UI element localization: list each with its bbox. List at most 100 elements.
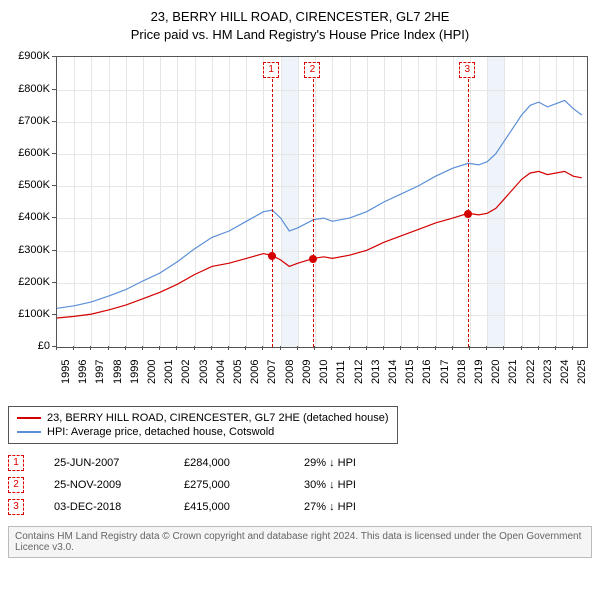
xtick-label: 2000 [146, 360, 158, 384]
xtick-mark [521, 346, 522, 350]
xtick-mark [366, 346, 367, 350]
xtick-mark [349, 346, 350, 350]
xtick-label: 2008 [284, 360, 296, 384]
xtick-mark [142, 346, 143, 350]
xtick-mark [538, 346, 539, 350]
event-line [272, 79, 273, 347]
xtick-label: 2025 [576, 360, 588, 384]
event-marker-3: 3 [459, 62, 475, 78]
event-marker-box: 3 [8, 499, 24, 515]
legend-item: 23, BERRY HILL ROAD, CIRENCESTER, GL7 2H… [17, 411, 389, 425]
xtick-label: 2009 [301, 360, 313, 384]
xtick-mark [211, 346, 212, 350]
ytick-label: £700K [8, 115, 50, 127]
event-marker-2: 2 [304, 62, 320, 78]
xtick-label: 1998 [112, 360, 124, 384]
xtick-label: 2011 [335, 361, 347, 385]
title-line-2: Price paid vs. HM Land Registry's House … [8, 26, 592, 44]
xtick-mark [228, 346, 229, 350]
xtick-label: 2012 [353, 360, 365, 384]
xtick-label: 2023 [542, 360, 554, 384]
xtick-mark [90, 346, 91, 350]
ytick-label: £900K [8, 50, 50, 62]
xtick-mark [331, 346, 332, 350]
event-date: 03-DEC-2018 [54, 501, 154, 513]
title-line-1: 23, BERRY HILL ROAD, CIRENCESTER, GL7 2H… [8, 8, 592, 26]
ytick-label: £100K [8, 308, 50, 320]
xtick-label: 2019 [473, 360, 485, 384]
xtick-label: 2022 [525, 360, 537, 384]
event-line [468, 79, 469, 347]
ytick-mark [52, 153, 56, 154]
xtick-label: 1996 [77, 360, 89, 384]
event-row: 225-NOV-2009£275,00030% ↓ HPI [8, 474, 592, 496]
xtick-label: 2005 [232, 360, 244, 384]
legend-swatch [17, 417, 41, 419]
event-price: £275,000 [184, 479, 274, 491]
xtick-label: 2006 [249, 360, 261, 384]
xtick-mark [297, 346, 298, 350]
event-table: 1 25-JUN-2007 £284,000 29% ↓ HPI 2 25-NOV-200… [8, 452, 592, 518]
xtick-label: 2014 [387, 360, 399, 384]
xtick-label: 1995 [60, 360, 72, 384]
xtick-mark [417, 346, 418, 350]
event-row: 3 03-DEC-2018 £415,000 27% ↓ HPI [8, 496, 592, 518]
ytick-mark [52, 314, 56, 315]
ytick-label: £800K [8, 83, 50, 95]
xtick-mark [400, 346, 401, 350]
event-price: £284,000 [184, 457, 274, 469]
event-date: 25-JUN-2007 [54, 457, 154, 469]
xtick-mark [435, 346, 436, 350]
xtick-label: 2013 [370, 360, 382, 384]
event-row: 1 25-JUN-2007 £284,000 29% ↓ HPI [8, 452, 592, 474]
xtick-label: 1997 [94, 360, 106, 384]
xtick-mark [245, 346, 246, 350]
ytick-mark [52, 185, 56, 186]
event-line [313, 79, 314, 347]
price-chart: £0£100K£200K£300K£400K£500K£600K£700K£80… [8, 50, 592, 400]
xtick-mark [555, 346, 556, 350]
series-price_paid [57, 172, 582, 319]
event-price: £415,000 [184, 501, 274, 513]
event-marker-box: 2 [8, 477, 24, 493]
xtick-mark [572, 346, 573, 350]
xtick-mark [176, 346, 177, 350]
xtick-mark [194, 346, 195, 350]
xtick-mark [280, 346, 281, 350]
xtick-label: 2004 [215, 360, 227, 384]
ytick-mark [52, 250, 56, 251]
xtick-mark [262, 346, 263, 350]
xtick-label: 2015 [404, 360, 416, 384]
xtick-label: 1999 [129, 360, 141, 384]
ytick-label: £500K [8, 179, 50, 191]
plot-area [56, 56, 588, 348]
xtick-label: 2021 [507, 360, 519, 384]
xtick-mark [383, 346, 384, 350]
xtick-mark [108, 346, 109, 350]
xtick-label: 2024 [559, 360, 571, 384]
event-date: 25-NOV-2009 [54, 479, 154, 491]
ytick-mark [52, 121, 56, 122]
ytick-label: £200K [8, 276, 50, 288]
legend-label: HPI: Average price, detached house, Cots… [47, 426, 274, 438]
chart-title: 23, BERRY HILL ROAD, CIRENCESTER, GL7 2H… [8, 8, 592, 44]
event-marker-box: 1 [8, 455, 24, 471]
xtick-label: 2002 [180, 360, 192, 384]
series-svg [57, 57, 587, 347]
event-delta: 29% ↓ HPI [304, 457, 356, 469]
ytick-mark [52, 282, 56, 283]
xtick-mark [56, 346, 57, 350]
ytick-mark [52, 56, 56, 57]
xtick-label: 2020 [490, 360, 502, 384]
xtick-label: 2016 [421, 360, 433, 384]
legend-label: 23, BERRY HILL ROAD, CIRENCESTER, GL7 2H… [47, 412, 389, 424]
xtick-mark [125, 346, 126, 350]
xtick-label: 2001 [163, 360, 175, 384]
ytick-label: £300K [8, 244, 50, 256]
xtick-label: 2018 [456, 360, 468, 384]
legend-item: HPI: Average price, detached house, Cots… [17, 425, 389, 439]
event-delta: 27% ↓ HPI [304, 501, 356, 513]
xtick-label: 2003 [198, 360, 210, 384]
series-hpi [57, 101, 582, 309]
ytick-mark [52, 89, 56, 90]
